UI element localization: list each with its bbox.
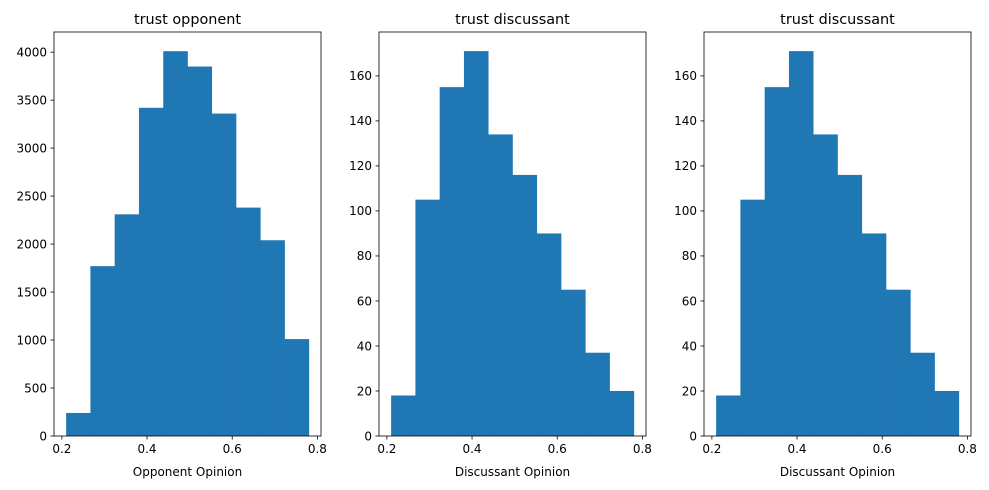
x-tick-label: 0.8: [308, 442, 327, 456]
y-tick-label: 0: [364, 429, 372, 443]
histogram-bar: [114, 214, 140, 436]
histogram-bar: [211, 113, 237, 436]
y-tick-label: 3000: [16, 141, 47, 155]
chart-title: trust discussant: [780, 12, 895, 28]
histogram-bar: [187, 66, 213, 437]
chart-panel-3: 0.2 0.4 0.6 0.8 0 20 40 60 80 100 120 140 160 trust d…: [674, 12, 977, 479]
x-tick-label: 0.8: [633, 442, 652, 456]
histogram-bar: [512, 174, 538, 437]
y-tick-label: 500: [24, 381, 47, 395]
x-tick-label: 0.4: [137, 442, 156, 456]
histogram-bar: [764, 87, 790, 436]
axes-frame: [53, 31, 322, 437]
y-tick-label: 1500: [16, 285, 47, 299]
chart-panel-1: 0.2 0.4 0.6 0.8 0 500 1000 1500 2000 2500 3000 3500…: [16, 12, 326, 479]
y-tick-label: 40: [357, 339, 372, 353]
chart-panel-2: 0.2 0.4 0.6 0.8 0 20 40 60 80 100 120 140 160 trust d…: [349, 12, 652, 479]
x-tick-label: 0.6: [223, 442, 242, 456]
histogram-bar: [260, 240, 285, 436]
histogram-bar: [740, 199, 765, 436]
y-tick-label: 60: [357, 294, 372, 308]
y-tick-label: 120: [674, 159, 697, 173]
histogram-bar: [66, 412, 91, 436]
y-tick-label: 20: [682, 384, 697, 398]
histogram-bar: [861, 233, 887, 436]
y-tick-label: 120: [349, 159, 372, 173]
axes-frame: [703, 31, 972, 437]
y-tick-label: 160: [349, 69, 372, 83]
y-tick-label: 100: [349, 204, 372, 218]
histogram-bar: [934, 390, 960, 436]
x-tick-label: 0.2: [702, 442, 721, 456]
histogram-bar: [788, 51, 814, 436]
y-tick-label: 4000: [16, 45, 47, 59]
histogram-bar: [561, 289, 586, 436]
x-tick-label: 0.2: [377, 442, 396, 456]
histogram-bar: [439, 87, 465, 436]
chart-title: trust opponent: [134, 12, 241, 28]
histogram-bar: [910, 352, 935, 436]
histogram-bar: [138, 107, 164, 436]
x-axis-label: Opponent Opinion: [133, 465, 242, 479]
y-tick-label: 80: [357, 249, 372, 263]
y-tick-label: 20: [357, 384, 372, 398]
x-axis-label: Discussant Opinion: [780, 465, 895, 479]
y-tick-label: 100: [674, 204, 697, 218]
histogram-bar: [90, 266, 115, 436]
y-tick-label: 1000: [16, 333, 47, 347]
y-tick-label: 60: [682, 294, 697, 308]
histogram-bar: [886, 289, 911, 436]
histogram-bar: [415, 199, 440, 436]
histogram-bar: [585, 352, 610, 436]
y-tick-label: 2000: [16, 237, 47, 251]
histogram-bar: [236, 207, 261, 436]
y-tick-label: 140: [674, 114, 697, 128]
histogram-bar: [716, 395, 741, 436]
histogram-bar: [536, 233, 562, 436]
x-tick-label: 0.4: [787, 442, 806, 456]
histogram-bar: [163, 51, 188, 436]
x-axis-label: Discussant Opinion: [455, 465, 570, 479]
y-tick-label: 160: [674, 69, 697, 83]
histogram-bar: [837, 174, 863, 437]
x-tick-label: 0.6: [873, 442, 892, 456]
y-tick-label: 80: [682, 249, 697, 263]
y-tick-label: 0: [689, 429, 697, 443]
x-tick-label: 0.6: [548, 442, 567, 456]
histogram-bar: [463, 51, 489, 436]
histogram-bar: [391, 395, 416, 436]
x-tick-label: 0.8: [958, 442, 977, 456]
histogram-bar: [609, 390, 635, 436]
y-tick-label: 2500: [16, 189, 47, 203]
x-tick-label: 0.2: [52, 442, 71, 456]
y-tick-label: 0: [39, 429, 47, 443]
y-tick-label: 3500: [16, 93, 47, 107]
y-tick-label: 140: [349, 114, 372, 128]
chart-title: trust discussant: [455, 12, 570, 28]
histogram-bar: [488, 134, 513, 436]
y-tick-label: 40: [682, 339, 697, 353]
x-tick-label: 0.4: [462, 442, 481, 456]
histogram-bar: [813, 134, 838, 436]
histogram-bar: [284, 339, 310, 436]
axes-frame: [378, 31, 647, 437]
